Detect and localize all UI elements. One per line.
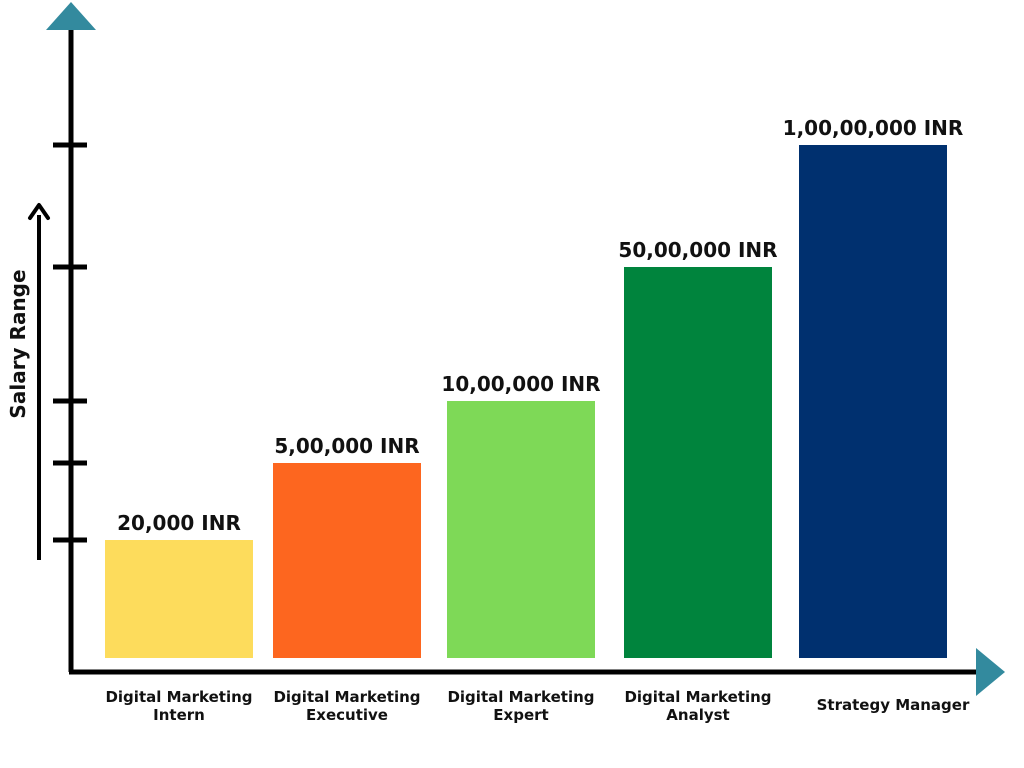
y-axis-title: Salary Range (6, 269, 30, 418)
value-labels: 20,000 INR 5,00,000 INR 10,00,000 INR 50,00… (117, 116, 963, 535)
chart-axes (46, 2, 1005, 696)
y-axis-title-group: Salary Range (6, 203, 50, 560)
chart-bars (105, 145, 947, 658)
value-label-5: 1,00,00,000 INR (783, 116, 964, 140)
y-axis-arrow-icon (46, 2, 96, 30)
value-label-4: 50,00,000 INR (618, 238, 777, 262)
category-label-1-line-1: Digital Marketing (105, 688, 252, 706)
x-axis-arrow-icon (976, 648, 1005, 696)
category-label-2-line-2: Executive (306, 706, 388, 724)
bar-4 (624, 267, 772, 658)
value-label-2: 5,00,000 INR (274, 434, 419, 458)
category-label-2-line-1: Digital Marketing (273, 688, 420, 706)
value-label-3: 10,00,000 INR (441, 372, 600, 396)
category-label-3-line-1: Digital Marketing (447, 688, 594, 706)
bar-1 (105, 540, 253, 658)
bar-5 (799, 145, 947, 658)
category-label-4-line-2: Analyst (666, 706, 729, 724)
salary-range-arrow-icon (28, 203, 50, 220)
bar-3 (447, 401, 595, 658)
category-label-3-line-2: Expert (493, 706, 548, 724)
category-label-5: Strategy Manager (817, 696, 970, 714)
bar-2 (273, 463, 421, 658)
category-label-4-line-1: Digital Marketing (624, 688, 771, 706)
category-label-1-line-2: Intern (153, 706, 205, 724)
value-label-1: 20,000 INR (117, 511, 241, 535)
